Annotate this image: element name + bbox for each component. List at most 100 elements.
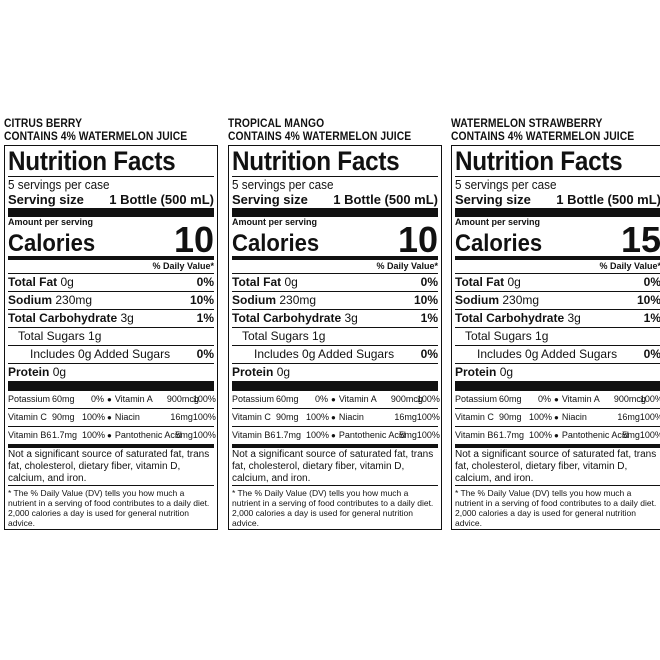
total-fat-amount: 0g bbox=[60, 275, 74, 289]
micronutrient-cell: 100% bbox=[192, 430, 216, 440]
micronutrient-cell: 16mg bbox=[617, 412, 640, 422]
total-sugars-row: Total Sugars 1g bbox=[8, 327, 214, 345]
juice-content: CONTAINS 4% WATERMELON JUICE bbox=[228, 129, 412, 143]
total-fat-dv: 0% bbox=[196, 275, 214, 289]
total-sugars-row: Total Sugars 1g bbox=[455, 327, 660, 345]
flavor-name: TROPICAL MANGO bbox=[228, 116, 325, 130]
amount-per-serving: Amount per serving bbox=[455, 217, 541, 227]
micronutrient-cell: 100% bbox=[192, 394, 216, 404]
divider bbox=[232, 485, 438, 486]
amount-per-serving: Amount per serving bbox=[8, 217, 94, 227]
servings-per-container: 5 servings per case bbox=[455, 177, 557, 192]
daily-value-header: % Daily Value* bbox=[376, 261, 438, 271]
micronutrient-right: Niacin 16mg100% bbox=[339, 409, 440, 425]
micronutrient-cell: Vitamin C bbox=[232, 412, 271, 422]
daily-value-header: % Daily Value* bbox=[152, 261, 214, 271]
micronutrient-right: Vitamin A 900mcg100% bbox=[114, 391, 216, 407]
total-fat-label: Total Fat bbox=[455, 275, 505, 289]
carbohydrate-label: Total Carbohydrate bbox=[8, 311, 118, 325]
micronutrient-cell: Vitamin C bbox=[8, 412, 47, 422]
protein-amount: 0g bbox=[276, 365, 291, 379]
servings-per-container: 5 servings per case bbox=[8, 177, 110, 192]
flavor-name: CITRUS BERRY bbox=[4, 116, 83, 130]
calories-label: Calories bbox=[455, 230, 543, 257]
added-sugars-dv: 0% bbox=[196, 347, 214, 361]
micronutrient-cell: 100% bbox=[639, 412, 660, 422]
micronutrient-cell: 5mg bbox=[399, 430, 417, 440]
added-sugars-label: Includes 0g Added Sugars bbox=[254, 347, 395, 361]
juice-content: CONTAINS 4% WATERMELON JUICE bbox=[4, 129, 188, 143]
total-sugars-row: Total Sugars 1g bbox=[232, 327, 438, 345]
calories-row: Calories 10 bbox=[8, 219, 214, 260]
sodium-dv: 10% bbox=[413, 293, 438, 307]
added-sugars-label: Includes 0g Added Sugars bbox=[477, 347, 618, 361]
micronutrient-cell: 90mg bbox=[52, 412, 75, 422]
bullet-icon: ● bbox=[331, 431, 336, 440]
nutrition-facts-title: Nutrition Facts bbox=[455, 146, 623, 176]
added-sugars-row: Includes 0g Added Sugars 0% bbox=[455, 345, 660, 363]
daily-value-footnote: * The % Daily Value (DV) tells you how m… bbox=[8, 488, 210, 528]
micronutrient-cell: 100% bbox=[416, 412, 440, 422]
micronutrient-cell: 1.7mg bbox=[499, 430, 525, 440]
carbohydrate-label: Total Carbohydrate bbox=[455, 311, 565, 325]
calories-value: 10 bbox=[397, 219, 438, 260]
micronutrient-cell: 100% bbox=[529, 412, 553, 422]
sodium-row: Sodium 230mg 10% bbox=[232, 291, 438, 309]
serving-size-row: Serving size 1 Bottle (500 mL) bbox=[455, 192, 660, 208]
micronutrient-cell: 60mg bbox=[276, 394, 299, 404]
calories-label: Calories bbox=[8, 230, 96, 257]
serving-size-value: 1 Bottle (500 mL) bbox=[556, 192, 660, 207]
amount-per-serving: Amount per serving bbox=[232, 217, 318, 227]
bullet-icon: ● bbox=[107, 431, 112, 440]
sodium-row: Sodium 230mg 10% bbox=[8, 291, 214, 309]
carbohydrate-amount: 3g bbox=[120, 311, 134, 325]
micronutrient-cell: 1.7mg bbox=[276, 430, 302, 440]
calories-row: Calories 15 bbox=[455, 222, 660, 258]
sodium-dv: 10% bbox=[636, 293, 660, 307]
bullet-icon: ● bbox=[107, 413, 112, 422]
sodium-dv: 10% bbox=[189, 293, 214, 307]
micronutrient-cell: 100% bbox=[192, 412, 216, 422]
micronutrient-left: Potassium 60mg 0% ● bbox=[8, 391, 115, 408]
daily-value-footnote: * The % Daily Value (DV) tells you how m… bbox=[455, 488, 657, 528]
protein-row: Protein 0g bbox=[8, 363, 214, 381]
daily-value-footnote: * The % Daily Value (DV) tells you how m… bbox=[232, 488, 434, 528]
micronutrient-right: Pantothenic Acid5mg100% bbox=[339, 427, 440, 443]
total-fat-row: Total Fat 0g 0% bbox=[8, 273, 214, 291]
divider-thick bbox=[232, 381, 438, 390]
label-column-1: CITRUS BERRY CONTAINS 4% WATERMELON JUIC… bbox=[4, 117, 218, 530]
micronutrient-right: Pantothenic Acid5mg100% bbox=[115, 427, 216, 443]
calories-value: 10 bbox=[173, 219, 214, 260]
divider-medium bbox=[232, 444, 438, 448]
total-fat-amount: 0g bbox=[284, 275, 298, 289]
micronutrient-cell: 100% bbox=[529, 430, 553, 440]
divider bbox=[232, 176, 438, 177]
micronutrient-cell: Vitamin A bbox=[114, 394, 153, 404]
micronutrient-right: Vitamin A 900mcg100% bbox=[562, 391, 660, 407]
sodium-amount: 230mg bbox=[279, 293, 317, 307]
serving-size-label: Serving size bbox=[455, 192, 531, 207]
micronutrient-cell: 100% bbox=[639, 394, 660, 404]
protein-label: Protein bbox=[8, 365, 50, 379]
sodium-row: Sodium 230mg 10% bbox=[455, 291, 660, 309]
micronutrient-cell: 900mcg bbox=[613, 394, 646, 404]
total-fat-label: Total Fat bbox=[8, 275, 58, 289]
protein-row: Protein 0g bbox=[455, 363, 660, 381]
divider bbox=[455, 176, 660, 177]
added-sugars-dv: 0% bbox=[420, 347, 438, 361]
micronutrient-cell: 90mg bbox=[499, 412, 522, 422]
not-significant-note: Not a significant source of saturated fa… bbox=[232, 449, 434, 484]
micronutrient-right: Niacin 16mg100% bbox=[115, 409, 216, 425]
micronutrient-cell: Vitamin B6 bbox=[455, 430, 499, 440]
micronutrient-cell: 90mg bbox=[276, 412, 299, 422]
micronutrient-left: Potassium 60mg 0% ● bbox=[455, 391, 562, 408]
label-column-2: TROPICAL MANGO CONTAINS 4% WATERMELON JU… bbox=[228, 117, 442, 530]
sodium-label: Sodium bbox=[8, 293, 52, 307]
micronutrient-cell: 1.7mg bbox=[52, 430, 78, 440]
